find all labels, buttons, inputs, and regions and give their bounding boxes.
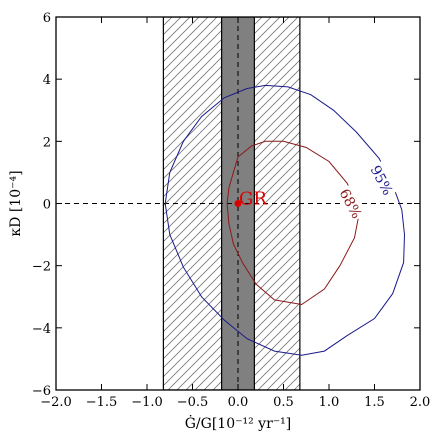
x-tick-label: −2.0 [40, 395, 72, 410]
y-tick-label: −6 [32, 384, 51, 399]
x-tick-label: 0.0 [228, 395, 249, 410]
y-tick-label: 6 [43, 11, 51, 26]
contour-label: 95% [367, 163, 396, 198]
x-axis-title: Ġ/G[10⁻¹² yr⁻¹] [185, 414, 292, 432]
y-tick-label: 2 [43, 135, 51, 150]
x-tick-label: −1.0 [131, 395, 163, 410]
y-tick-label: −2 [32, 260, 51, 275]
gr-point [234, 200, 242, 207]
contour-68 [226, 140, 359, 306]
x-tick-label: 1.5 [364, 395, 385, 410]
x-tick-label: −1.5 [86, 395, 118, 410]
x-tick-label: 0.5 [273, 395, 294, 410]
y-axis-title: κD [10⁻⁴] [8, 170, 24, 236]
gr-point-label: GR [239, 189, 267, 210]
x-tick-label: 2.0 [410, 395, 431, 410]
contour-label-background [334, 184, 367, 223]
x-tick-label: −0.5 [177, 395, 209, 410]
y-tick-label: 4 [43, 73, 51, 88]
plot-area: 68%95%GR [56, 17, 420, 390]
contour-95 [164, 84, 406, 356]
contour-label-group: 95% [365, 160, 398, 200]
x-tick-label: 1.0 [319, 395, 340, 410]
contour-label-background [365, 160, 398, 200]
y-tick-label: −4 [32, 322, 51, 337]
y-tick-label: 0 [43, 198, 51, 213]
